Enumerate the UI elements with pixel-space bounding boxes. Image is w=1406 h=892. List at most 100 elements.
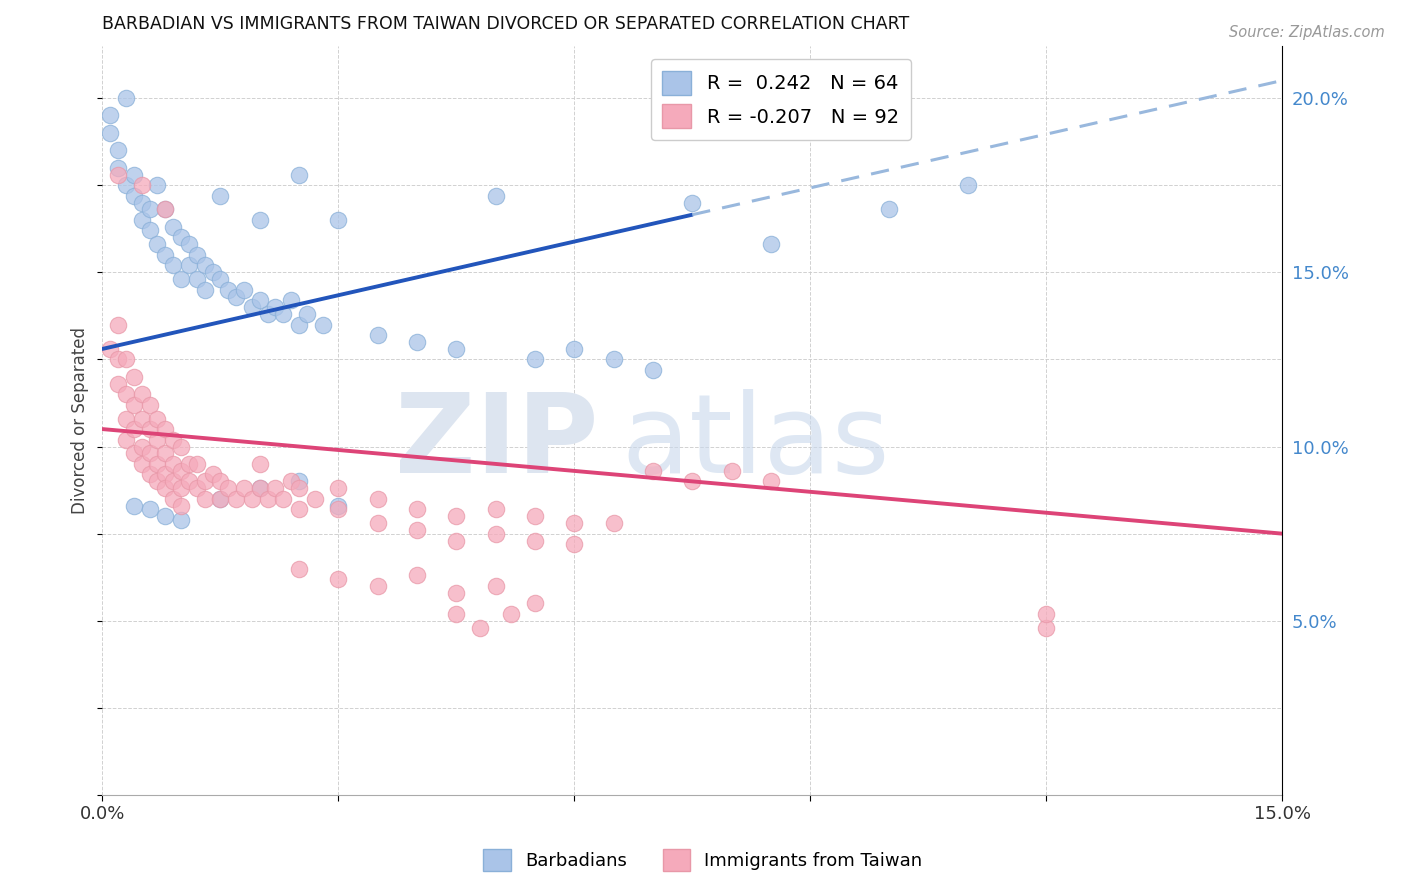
- Point: [446, 586, 468, 600]
- Point: [681, 475, 703, 489]
- Point: [367, 328, 389, 343]
- Point: [328, 572, 350, 586]
- Point: [249, 481, 271, 495]
- Point: [131, 440, 153, 454]
- Point: [170, 513, 193, 527]
- Point: [523, 533, 546, 548]
- Point: [225, 491, 247, 506]
- Point: [131, 411, 153, 425]
- Point: [170, 499, 193, 513]
- Point: [107, 168, 129, 182]
- Point: [367, 579, 389, 593]
- Y-axis label: Divorced or Separated: Divorced or Separated: [72, 326, 89, 514]
- Point: [170, 272, 193, 286]
- Point: [186, 481, 208, 495]
- Point: [177, 237, 200, 252]
- Point: [155, 248, 177, 262]
- Point: [155, 509, 177, 524]
- Point: [264, 481, 287, 495]
- Point: [1035, 607, 1057, 621]
- Point: [98, 342, 121, 356]
- Point: [107, 318, 129, 332]
- Point: [328, 481, 350, 495]
- Point: [201, 265, 224, 279]
- Point: [233, 283, 256, 297]
- Point: [155, 467, 177, 482]
- Point: [162, 457, 184, 471]
- Point: [720, 464, 742, 478]
- Point: [602, 352, 624, 367]
- Point: [162, 433, 184, 447]
- Point: [155, 446, 177, 460]
- Point: [186, 457, 208, 471]
- Point: [217, 481, 239, 495]
- Point: [523, 596, 546, 610]
- Point: [256, 491, 278, 506]
- Point: [485, 526, 508, 541]
- Point: [446, 342, 468, 356]
- Point: [406, 568, 429, 582]
- Point: [681, 195, 703, 210]
- Point: [295, 307, 318, 321]
- Point: [194, 283, 217, 297]
- Point: [446, 509, 468, 524]
- Point: [146, 433, 169, 447]
- Point: [288, 168, 311, 182]
- Point: [406, 334, 429, 349]
- Point: [264, 300, 287, 314]
- Text: Source: ZipAtlas.com: Source: ZipAtlas.com: [1229, 25, 1385, 40]
- Point: [201, 467, 224, 482]
- Point: [138, 202, 160, 217]
- Point: [240, 491, 263, 506]
- Point: [115, 433, 138, 447]
- Point: [641, 464, 664, 478]
- Point: [115, 387, 138, 401]
- Point: [485, 188, 508, 202]
- Point: [406, 502, 429, 516]
- Point: [468, 621, 491, 635]
- Point: [641, 363, 664, 377]
- Point: [209, 272, 232, 286]
- Point: [249, 293, 271, 307]
- Point: [485, 579, 508, 593]
- Point: [209, 475, 232, 489]
- Point: [304, 491, 326, 506]
- Point: [562, 342, 585, 356]
- Point: [194, 491, 217, 506]
- Point: [177, 258, 200, 272]
- Point: [523, 352, 546, 367]
- Point: [288, 502, 311, 516]
- Point: [311, 318, 333, 332]
- Point: [122, 398, 145, 412]
- Point: [877, 202, 900, 217]
- Point: [170, 440, 193, 454]
- Point: [249, 213, 271, 227]
- Point: [131, 457, 153, 471]
- Point: [485, 502, 508, 516]
- Point: [256, 307, 278, 321]
- Point: [209, 188, 232, 202]
- Point: [233, 481, 256, 495]
- Point: [288, 475, 311, 489]
- Point: [155, 202, 177, 217]
- Point: [107, 143, 129, 157]
- Point: [288, 481, 311, 495]
- Point: [1035, 621, 1057, 635]
- Point: [98, 108, 121, 122]
- Point: [146, 411, 169, 425]
- Point: [406, 523, 429, 537]
- Point: [273, 307, 295, 321]
- Point: [162, 219, 184, 234]
- Point: [288, 561, 311, 575]
- Point: [107, 161, 129, 175]
- Text: atlas: atlas: [621, 389, 890, 496]
- Point: [122, 188, 145, 202]
- Point: [273, 491, 295, 506]
- Point: [186, 272, 208, 286]
- Point: [759, 237, 782, 252]
- Point: [217, 283, 239, 297]
- Point: [131, 195, 153, 210]
- Point: [209, 491, 232, 506]
- Text: ZIP: ZIP: [395, 389, 598, 496]
- Point: [115, 411, 138, 425]
